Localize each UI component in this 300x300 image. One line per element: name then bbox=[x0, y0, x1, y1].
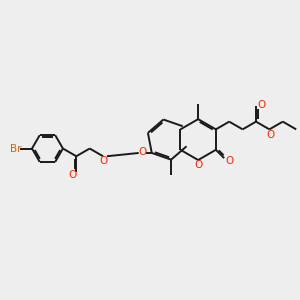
Text: Br: Br bbox=[10, 143, 21, 154]
Text: O: O bbox=[266, 130, 275, 140]
Text: O: O bbox=[139, 147, 147, 157]
Text: O: O bbox=[195, 160, 203, 170]
Text: O: O bbox=[257, 100, 266, 110]
Text: O: O bbox=[99, 156, 107, 166]
Text: O: O bbox=[68, 170, 76, 180]
Text: O: O bbox=[225, 156, 234, 166]
